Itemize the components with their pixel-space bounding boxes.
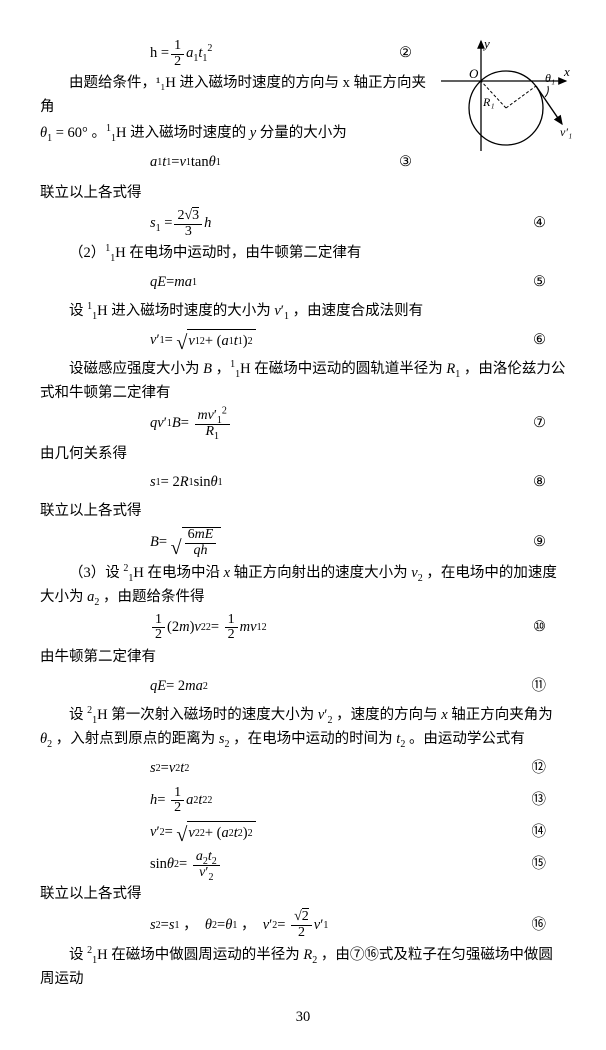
para-10: 设 21H 第一次射入磁场时的速度大小为 v′2 ，速度的方向与 x 轴正方向夹… (40, 704, 566, 752)
para-9: 由牛顿第二定律有 (40, 646, 566, 670)
coordinate-figure: y x O R₁ θ₁ v′₁ (436, 36, 576, 166)
para-2: 联立以上各式得 (40, 182, 566, 206)
equation-6: v′1 = √v12 + (a1t1)2 ⑥ (40, 327, 566, 355)
para-7: 联立以上各式得 (40, 500, 566, 524)
para-6: 由几何关系得 (40, 443, 566, 467)
equation-12: s2 = v2t2 ⑫ (40, 755, 566, 783)
equation-5: qE = ma1 ⑤ (40, 269, 566, 297)
theta1-label: θ₁ (545, 71, 555, 85)
equation-4: s1 = 2√33 h ④ (40, 209, 566, 239)
equation-13: h = 12a2t22 ⑬ (40, 786, 566, 816)
equation-7: qv′1B = mv′12R1 ⑦ (40, 409, 566, 439)
equation-10: 12 (2m)v22 = 12 mv12 ⑩ (40, 613, 566, 643)
equation-16: s2 = s1 ， θ2 = θ1 ， v′2 = √22 v′1 ⑯ (40, 910, 566, 940)
r1-label: R₁ (482, 95, 495, 109)
para-8: （3）设 21H 在电场中沿 x 轴正方向射出的速度大小为 v2 ，在电场中的加… (40, 562, 566, 610)
equation-9: B = √ 6mEqh ⑨ (40, 527, 566, 558)
para-5: 设磁感应强度大小为 B ，11H 在磁场中运动的圆轨道半径为 R1 ，由洛伦兹力… (40, 358, 566, 406)
para-4: 设 11H 进入磁场时速度的大小为 v′1 ，由速度合成法则有 (40, 300, 566, 324)
origin-label: O (469, 66, 479, 81)
v1prime-label: v′₁ (560, 125, 572, 139)
equation-14: v′2 = √v22 + (a2t2)2 ⑭ (40, 819, 566, 847)
y-axis-label: y (482, 36, 490, 51)
para-11: 联立以上各式得 (40, 883, 566, 907)
equation-8: s1 = 2R1 sin θ1 ⑧ (40, 469, 566, 497)
page-number: 30 (40, 1006, 566, 1030)
equation-3: a1t1 = v1 tan θ1 ③ (40, 149, 432, 177)
para-12: 设 21H 在磁场中做圆周运动的半径为 R2 ，由⑦⑯式及粒子在匀强磁场中做圆周… (40, 944, 566, 992)
para-3: （2）11H 在电场中运动时，由牛顿第二定律有 (40, 242, 566, 266)
x-axis-label: x (563, 64, 570, 79)
equation-15: sin θ2 = a2t2v′2 ⑮ (40, 850, 566, 880)
eq2-num: ② (382, 42, 412, 66)
equation-2: h = 12 a1t12 ② (40, 39, 432, 69)
eq2-right: a1t12 (186, 42, 212, 66)
eq2-left: h = (150, 42, 169, 66)
equation-11: qE = 2ma2 ⑪ (40, 673, 566, 701)
